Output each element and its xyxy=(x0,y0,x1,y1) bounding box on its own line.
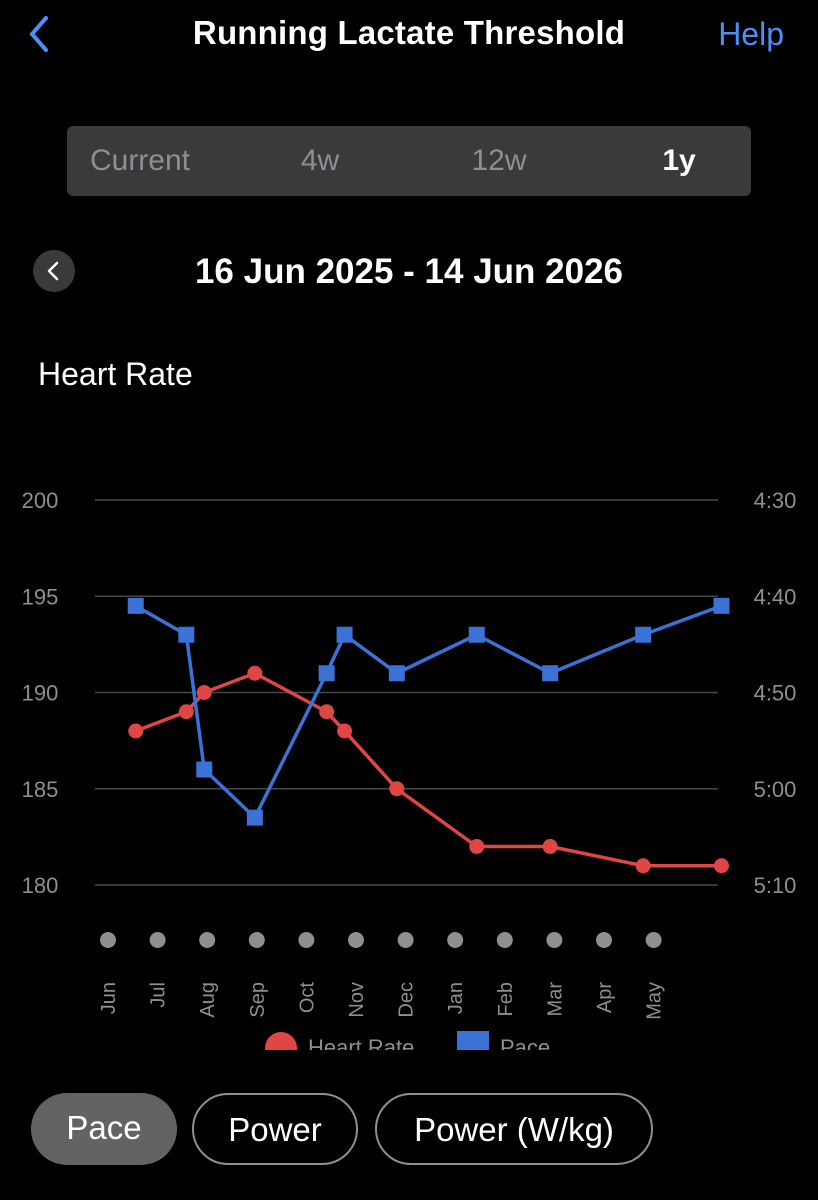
x-tick-label: Oct xyxy=(296,982,318,1014)
heart-rate-point xyxy=(196,685,212,700)
x-tick-label: Sep xyxy=(247,982,269,1018)
heart-rate-point xyxy=(635,858,651,874)
y-left-tick: 190 xyxy=(22,681,59,706)
y-right-tick: 5:10 xyxy=(754,873,797,898)
month-dot xyxy=(645,932,662,948)
month-dot xyxy=(248,932,265,948)
x-tick-label: Apr xyxy=(594,982,616,1013)
power-pill-button[interactable]: Power xyxy=(192,1093,358,1165)
pace-point xyxy=(713,597,730,614)
heart-rate-point xyxy=(469,839,485,854)
chevron-left-icon xyxy=(47,261,59,281)
pace-point xyxy=(318,665,335,682)
y-right-tick: 5:00 xyxy=(754,777,797,802)
heart-rate-point xyxy=(319,704,335,720)
y-right-tick: 4:30 xyxy=(754,488,797,513)
legend-heart-rate-swatch xyxy=(265,1032,297,1050)
month-dot xyxy=(447,932,464,948)
heart-rate-point xyxy=(389,781,405,797)
month-dot xyxy=(348,932,364,948)
pace-point xyxy=(388,665,405,682)
pace-point xyxy=(246,809,263,826)
help-button[interactable]: Help xyxy=(718,16,784,52)
lactate-threshold-chart: 200 4:30 195 4:40 190 4:50 185 5:00 180 5:10 Jun Ju… xyxy=(22,488,797,1050)
x-tick-label: Dec xyxy=(396,982,418,1018)
power-wkg-pill-button[interactable]: Power (W/kg) xyxy=(375,1093,653,1165)
y-left-tick: 195 xyxy=(22,584,59,609)
x-tick-label: Aug xyxy=(197,982,219,1018)
pace-point xyxy=(336,626,353,643)
period-segmented-control: Current 4w 12w 1y xyxy=(67,126,751,196)
pace-point xyxy=(196,761,213,778)
heart-rate-point xyxy=(247,665,263,681)
y-left-tick: 185 xyxy=(22,777,59,802)
x-tick-label: May xyxy=(644,982,666,1020)
x-tick-label: Nov xyxy=(346,982,368,1018)
legend-pace-swatch xyxy=(457,1031,489,1050)
legend-pace-label: Pace xyxy=(500,1035,550,1050)
pace-point xyxy=(127,597,144,614)
y-right-tick: 4:50 xyxy=(754,681,797,706)
tab-12w[interactable]: 12w xyxy=(471,144,527,177)
month-dot xyxy=(496,932,513,948)
date-range-label: 16 Jun 2025 - 14 Jun 2026 xyxy=(194,252,624,291)
page-title: Running Lactate Threshold xyxy=(192,14,626,51)
x-tick-label: Jun xyxy=(98,982,120,1014)
pace-pill-button[interactable]: Pace xyxy=(31,1093,177,1165)
heart-rate-point xyxy=(542,839,558,854)
heart-rate-point xyxy=(128,723,144,739)
month-dot xyxy=(596,932,612,948)
x-tick-label: Mar xyxy=(544,982,566,1017)
tab-1y[interactable]: 1y xyxy=(662,144,696,177)
x-tick-label: Jul xyxy=(148,982,170,1008)
tab-4w[interactable]: 4w xyxy=(300,144,340,177)
month-dot xyxy=(298,932,315,948)
pace-line xyxy=(134,604,723,820)
month-dot xyxy=(546,932,563,948)
previous-period-button[interactable] xyxy=(33,250,75,292)
heart-rate-point xyxy=(337,723,353,739)
y-left-tick: 200 xyxy=(22,488,59,513)
x-tick-label: Feb xyxy=(495,982,517,1016)
pace-point xyxy=(468,626,485,643)
tab-current[interactable]: Current xyxy=(89,144,191,177)
legend-heart-rate-label: Heart Rate xyxy=(308,1035,414,1050)
heart-rate-line xyxy=(135,671,722,868)
heart-rate-point xyxy=(178,704,194,720)
pace-point xyxy=(542,665,559,682)
pace-point xyxy=(178,626,195,643)
month-dot xyxy=(149,932,166,948)
chart-metric-title: Heart Rate xyxy=(38,356,193,392)
month-dot xyxy=(100,932,116,948)
y-right-tick: 4:40 xyxy=(754,584,797,609)
y-left-tick: 180 xyxy=(22,873,59,898)
month-dot xyxy=(199,932,216,948)
pace-point xyxy=(635,626,652,643)
back-chevron-icon[interactable] xyxy=(26,14,56,54)
heart-rate-point xyxy=(713,858,729,874)
x-tick-label: Jan xyxy=(445,982,467,1014)
month-dot xyxy=(397,932,414,948)
